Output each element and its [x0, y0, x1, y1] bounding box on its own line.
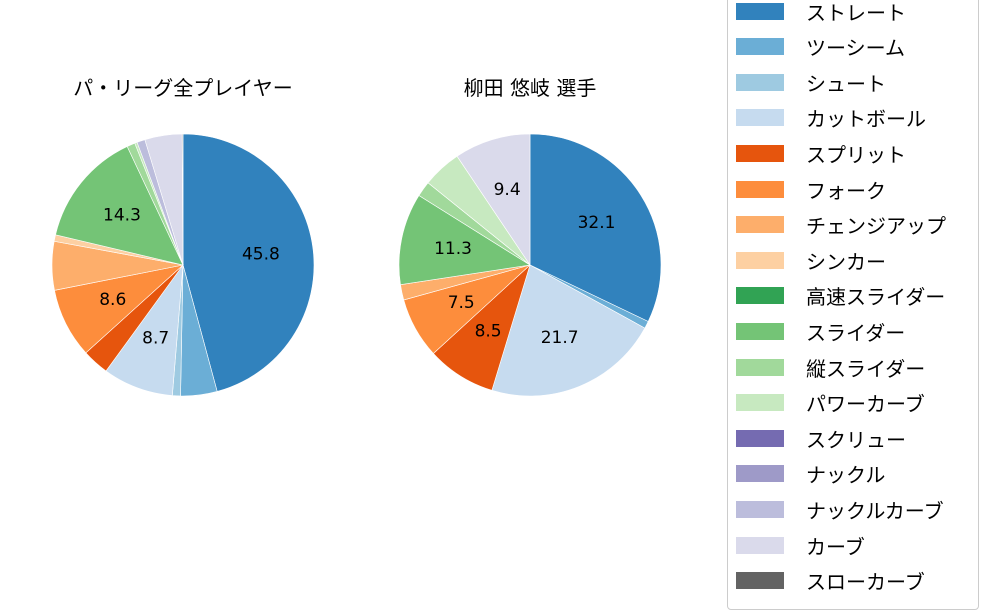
legend-item: パワーカーブ [736, 391, 925, 417]
legend-swatch [736, 429, 784, 447]
right-pie-title: 柳田 悠岐 選手 [463, 76, 597, 100]
legend-label: スクリュー [806, 427, 906, 452]
legend-label: シンカー [806, 249, 886, 274]
legend-swatch [736, 73, 784, 91]
legend-swatch [736, 465, 784, 483]
legend: ストレートツーシームシュートカットボール スプリットフォークチェンジアップ シンカー… [727, 0, 979, 610]
legend-label: カットボール [806, 107, 926, 132]
pie-slice [456, 133, 531, 266]
slice-label: 8.5 [475, 321, 502, 341]
legend-item: スライダー [736, 319, 906, 345]
legend-item: ナックルカーブ [736, 497, 944, 523]
pie-slice [529, 133, 662, 322]
legend-item: ナックル [736, 462, 886, 488]
legend-label: 縦スライダー [806, 356, 926, 381]
legend-label: ストレート [806, 0, 906, 25]
legend-swatch [736, 394, 784, 412]
slice-label: 11.3 [434, 239, 472, 259]
pie-slice [491, 264, 646, 397]
legend-swatch [736, 536, 784, 554]
legend-item: シンカー [736, 248, 886, 274]
legend-item: チェンジアップ [736, 213, 946, 239]
legend-swatch [736, 251, 784, 269]
legend-item: シュート [736, 70, 886, 96]
league-pie-chart: 45.8 8.7 8.6 14.3 [51, 133, 315, 397]
legend-label: カーブ [806, 534, 865, 559]
slice-label: 8.6 [99, 290, 126, 310]
legend-label: シュート [806, 71, 886, 96]
legend-swatch [736, 358, 784, 376]
legend-label: ナックルカーブ [806, 498, 944, 523]
pie-slice [182, 133, 315, 392]
legend-item: ストレート [736, 0, 906, 25]
legend-swatch [736, 144, 784, 162]
slice-label: 9.4 [494, 180, 521, 200]
legend-item: スローカーブ [736, 569, 925, 595]
slice-label: 21.7 [541, 328, 579, 348]
legend-label: スローカーブ [806, 570, 925, 595]
legend-label: 高速スライダー [806, 285, 946, 310]
slice-label: 32.1 [578, 213, 616, 233]
left-pie-title: パ・リーグ全プレイヤー [73, 76, 293, 100]
legend-label: スプリット [806, 142, 906, 167]
legend-swatch [736, 500, 784, 518]
legend-swatch [736, 287, 784, 305]
legend-label: スライダー [806, 320, 906, 345]
legend-label: ナックル [806, 463, 886, 488]
legend-swatch [736, 180, 784, 198]
legend-swatch [736, 2, 784, 20]
legend-label: チェンジアップ [806, 214, 946, 239]
legend-item: カットボール [736, 106, 926, 132]
legend-label: パワーカーブ [806, 392, 925, 417]
pie-slice [398, 195, 531, 286]
legend-swatch [736, 572, 784, 590]
legend-item: フォーク [736, 177, 886, 203]
slice-label: 45.8 [242, 245, 280, 265]
legend-item: カーブ [736, 533, 865, 559]
legend-item: スプリット [736, 141, 906, 167]
legend-swatch [736, 322, 784, 340]
legend-swatch [736, 38, 784, 56]
legend-item: スクリュー [736, 426, 906, 452]
pie-slice [55, 146, 184, 266]
legend-item: ツーシーム [736, 35, 905, 61]
legend-label: フォーク [806, 178, 886, 203]
pie-slice [181, 133, 184, 266]
player-pie-chart: 32.1 21.7 8.57.5 11.3 9.4 [398, 133, 662, 397]
slice-label: 14.3 [103, 205, 141, 225]
legend-swatch [736, 216, 784, 234]
legend-label: ツーシーム [806, 36, 905, 61]
slice-label: 8.7 [142, 329, 169, 349]
legend-item: 高速スライダー [736, 284, 946, 310]
legend-item: 縦スライダー [736, 355, 926, 381]
slice-label: 7.5 [448, 293, 475, 313]
legend-swatch [736, 109, 784, 127]
